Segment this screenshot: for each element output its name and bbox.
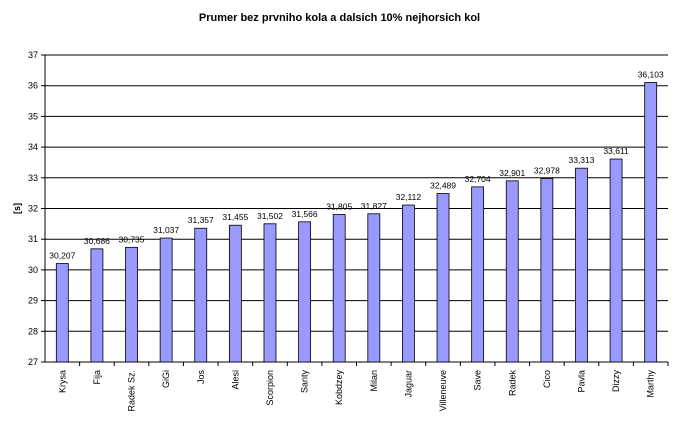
x-tick-label: Cico: [542, 370, 552, 388]
bar-alesi: [228, 224, 242, 363]
x-tick-label: Save: [473, 370, 483, 391]
bar-jos: [194, 227, 208, 363]
x-tick-label: Dizzy: [611, 370, 621, 392]
bar-scorpion: [263, 223, 277, 363]
data-label: 32,901: [499, 168, 525, 178]
data-label: 31,357: [188, 215, 214, 225]
y-tick-label: 33: [28, 173, 38, 183]
data-label: 33,611: [603, 146, 629, 156]
bar-cico: [540, 178, 554, 363]
y-tick-label: 31: [28, 234, 38, 244]
chart-title: Prumer bez prvniho kola a dalsich 10% ne…: [198, 12, 481, 24]
y-tick-label: 32: [28, 204, 38, 214]
bar-save: [471, 186, 485, 363]
data-label: 32,704: [465, 174, 491, 184]
data-label: 31,805: [326, 201, 352, 211]
data-label: 31,455: [222, 212, 248, 222]
x-tick-label: Krysa: [57, 370, 67, 393]
x-tick-label: Pavla: [576, 370, 586, 393]
bar-pavla: [575, 167, 588, 363]
y-tick-label: 34: [28, 142, 38, 152]
bar-gigi: [159, 237, 173, 363]
bar-radek-sz: [125, 246, 138, 363]
bar-jaguar: [402, 204, 415, 363]
x-tick-label: Kobdzey: [334, 370, 344, 406]
x-tick-label: Jos: [196, 370, 206, 385]
bar-dizzy: [609, 158, 623, 363]
y-tick-label: 36: [28, 81, 38, 91]
x-tick-label: Fija: [92, 370, 102, 385]
x-tick-label: GiGi: [161, 370, 171, 388]
data-label: 36,103: [638, 70, 664, 80]
y-tick-label: 29: [28, 296, 38, 306]
bar-radek: [505, 180, 519, 363]
data-label: 31,502: [257, 211, 283, 221]
x-tick-label: Alesi: [230, 370, 240, 390]
x-tick-label: Jaguar: [403, 370, 413, 398]
x-tick-label: Villeneuve: [438, 370, 448, 411]
x-tick-label: Scorpion: [265, 370, 275, 406]
data-label: 32,978: [534, 165, 560, 175]
y-axis-label: [s]: [12, 203, 22, 214]
data-label: 30,686: [84, 236, 110, 246]
bar-marthy: [644, 82, 658, 363]
data-label: 32,489: [430, 180, 456, 190]
x-tick-label: Santy: [300, 370, 310, 394]
data-label: 33,313: [568, 155, 594, 165]
y-tick-label: 28: [28, 326, 38, 336]
x-tick-label: Marthy: [646, 370, 656, 398]
data-label: 30,207: [49, 251, 75, 261]
bar-krysa: [55, 263, 69, 363]
data-label: 31,037: [153, 225, 179, 235]
y-tick-label: 37: [28, 50, 38, 60]
x-tick-label: Radek: [507, 370, 517, 397]
bar-villeneuve: [436, 193, 450, 363]
y-tick-label: 30: [28, 265, 38, 275]
data-label: 32,112: [396, 192, 422, 202]
data-label: 30,735: [119, 234, 145, 244]
bar-fija: [90, 248, 104, 363]
bar-kobdzey: [332, 214, 346, 363]
data-label: 31,827: [361, 201, 387, 211]
x-tick-label: Milan: [369, 370, 379, 392]
y-tick-label: 35: [28, 111, 38, 121]
bar-milan: [367, 213, 381, 363]
data-label: 31,566: [292, 209, 318, 219]
y-tick-label: 27: [28, 357, 38, 367]
bar-santy: [298, 221, 311, 363]
x-tick-label: Radek Sz.: [127, 370, 137, 412]
